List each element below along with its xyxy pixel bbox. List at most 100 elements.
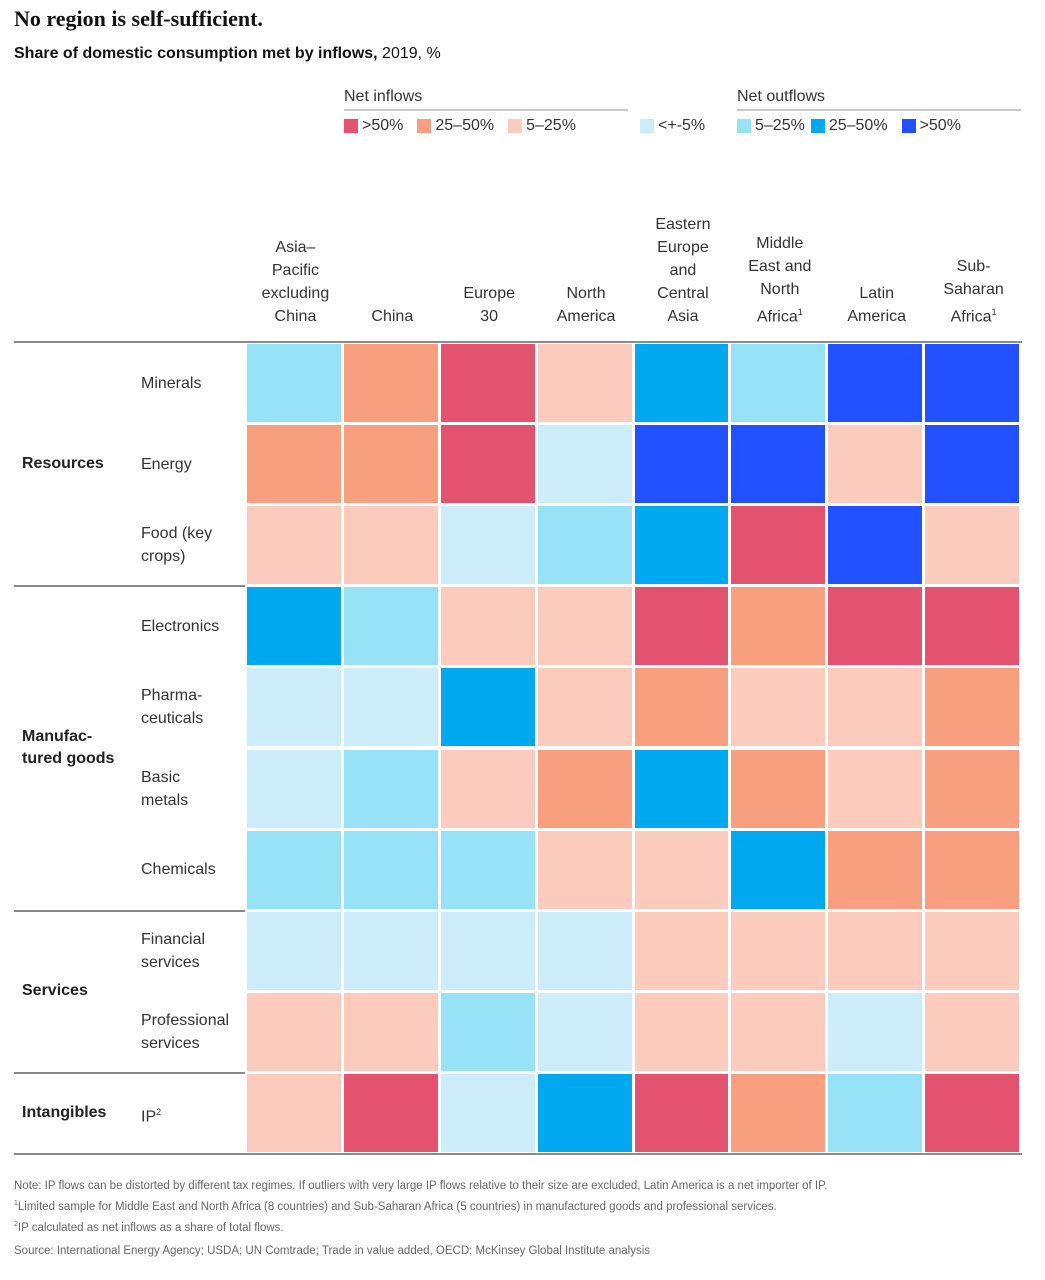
legend-item-in25: 25–50% (417, 117, 494, 135)
heatmap-cell (925, 668, 1019, 747)
chart-title: No region is self-sufficient. (14, 6, 263, 31)
heatmap-cell (731, 1073, 826, 1152)
heatmap-cell (247, 830, 341, 909)
heatmap-cell (828, 506, 923, 585)
row-label: Professional services (141, 1011, 230, 1052)
heatmap-cell (634, 587, 729, 666)
heatmap-cell (537, 344, 632, 423)
heatmap-cell (247, 749, 341, 828)
separator-group (14, 1071, 245, 1074)
heatmap-cell (634, 1073, 729, 1152)
heatmap-cell (343, 506, 438, 585)
heatmap-cell (634, 344, 729, 423)
heatmap-cell (731, 425, 826, 504)
legend-item-out5: 5–25% (737, 117, 805, 135)
footnote-note: Note: IP flows can be distorted by diffe… (14, 1180, 828, 1192)
heatmap-cell (440, 668, 535, 747)
heatmap-cell (925, 506, 1019, 585)
heatmap-cell (247, 911, 341, 990)
chart-subtitle: Share of domestic consumption met by inf… (14, 45, 441, 63)
source: Source: International Energy Agency; USD… (14, 1244, 651, 1257)
heatmap-cell (440, 344, 535, 423)
heatmap-cell (343, 911, 438, 990)
row-label: Energy (141, 455, 192, 473)
column-header: Eastern Europe and Central Asia (655, 216, 711, 325)
column-header: North America (556, 285, 616, 325)
heatmap-cell (440, 1073, 535, 1152)
heatmap-cell (537, 911, 632, 990)
heatmap-cell (440, 506, 535, 585)
footnote-1: 1Limited sample for Middle East and Nort… (14, 1195, 827, 1216)
heatmap-cell (343, 1073, 438, 1152)
heatmap-cell (537, 506, 632, 585)
heatmap-cell (634, 830, 729, 909)
row-label: IP2 (141, 1107, 162, 1126)
heatmap-cell (634, 992, 729, 1071)
heatmap-cell (925, 911, 1019, 990)
legend-inflows-title: Net inflows (344, 88, 628, 111)
legend-swatch (901, 119, 916, 133)
heatmap-cell (440, 992, 535, 1071)
heatmap-cell (731, 668, 826, 747)
legend-label: <+-5% (658, 117, 706, 134)
separator-bottom (14, 1153, 1022, 1155)
heatmap-cell (440, 830, 535, 909)
row-label: Pharma-ceuticals (141, 687, 204, 728)
heatmap-cell (828, 749, 923, 828)
heatmap-cell (925, 425, 1019, 504)
legend-swatch (640, 119, 654, 133)
legend-item-in50: >50% (344, 117, 403, 135)
column-header: Asia– Pacific excluding China (261, 239, 330, 325)
legend-swatch (417, 119, 432, 133)
heatmap-cell (634, 506, 729, 585)
heatmap-cell (828, 830, 923, 909)
group-label: Resources (22, 455, 104, 473)
row-label: Electronics (141, 617, 220, 635)
legend-outflows-title: Net outflows (737, 88, 1021, 111)
group-label: Manufac-tured goods (22, 728, 115, 767)
legend-swatch (810, 119, 825, 133)
column-header: Latin America (847, 285, 907, 325)
row-label: Minerals (141, 374, 202, 392)
heatmap-cell (440, 425, 535, 504)
separator-top (14, 341, 1022, 343)
subtitle-rest: 2019, % (377, 45, 441, 62)
separator-group (14, 585, 245, 588)
heatmap-cell (925, 587, 1019, 666)
footnote-text: Limited sample for Middle East and North… (17, 1200, 777, 1213)
heatmap-cell (925, 749, 1019, 828)
separator-group (14, 909, 245, 912)
footnotes: Note: IP flows can be distorted by diffe… (14, 1178, 827, 1260)
legend-label: 5–25% (526, 117, 576, 134)
heatmap-cell (828, 425, 923, 504)
legend-swatch (344, 119, 358, 133)
heatmap-cell (247, 1073, 341, 1152)
heatmap-cell (537, 1073, 632, 1152)
legend-item-out25: 25–50% (810, 117, 888, 135)
heatmap-cell (537, 992, 632, 1071)
heatmap-cell (537, 587, 632, 666)
heatmap-cell (828, 992, 923, 1071)
row-label: Food (key crops) (141, 525, 213, 566)
heatmap-cell (247, 587, 341, 666)
heatmap-cell (925, 344, 1019, 423)
legend-label: >50% (362, 117, 404, 134)
heatmap-cell (247, 344, 341, 423)
heatmap-cell (537, 749, 632, 828)
heatmap-cell (634, 668, 729, 747)
heatmap-cell (440, 587, 535, 666)
heatmap-cell (925, 1073, 1019, 1152)
group-label: Services (22, 982, 88, 1000)
legend-label: 5–25% (755, 117, 805, 134)
heatmap-cell (731, 344, 826, 423)
footnote-mark: 1 (14, 1200, 18, 1207)
subtitle-bold: Share of domestic consumption met by inf… (14, 45, 378, 62)
heatmap-cell (537, 425, 632, 504)
heatmap-cell (247, 425, 341, 504)
heatmap-cell (634, 425, 729, 504)
heatmap-cell (440, 911, 535, 990)
heatmap-cell (731, 911, 826, 990)
heatmap-cell (247, 668, 341, 747)
row-label: Chemicals (141, 861, 216, 879)
column-header: China (371, 308, 414, 325)
